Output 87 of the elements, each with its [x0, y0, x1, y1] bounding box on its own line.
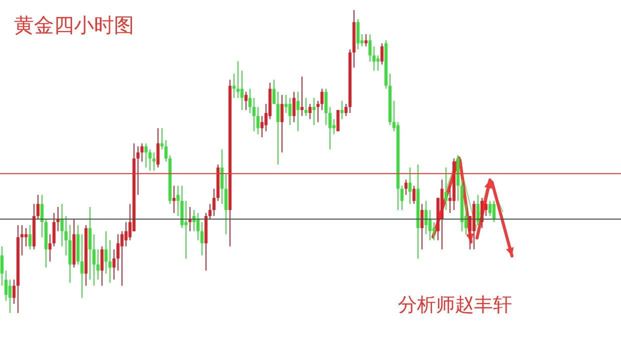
candlestick	[284, 94, 288, 114]
candlestick	[260, 116, 264, 138]
candlestick	[308, 103, 312, 120]
candlestick	[420, 203, 424, 250]
candlestick	[424, 200, 428, 235]
candlestick	[36, 194, 40, 220]
candlestick	[320, 88, 324, 110]
candlestick	[412, 185, 416, 204]
candlestick	[276, 91, 280, 166]
candlestick	[144, 142, 148, 168]
candlestick	[240, 70, 244, 110]
candlestick	[408, 167, 412, 204]
candlestick	[0, 246, 4, 286]
candlestick	[80, 234, 84, 298]
candlestick	[48, 234, 52, 262]
candlestick	[272, 79, 276, 104]
candlestick	[12, 279, 16, 304]
candlestick	[492, 200, 496, 223]
candlestick	[184, 200, 188, 259]
candlestick	[64, 216, 68, 256]
candlestick	[340, 100, 344, 120]
candlestick	[172, 185, 176, 214]
candlestick	[292, 91, 296, 123]
candlestick	[108, 240, 112, 284]
candlestick	[224, 173, 228, 235]
candlestick	[220, 148, 224, 204]
candlestick	[288, 97, 292, 126]
candlestick	[92, 234, 96, 286]
candlestick	[116, 234, 120, 272]
candlestick	[432, 222, 436, 241]
candlestick	[344, 103, 348, 117]
candlestick	[24, 228, 28, 247]
candlestick	[148, 148, 152, 172]
candlestick	[296, 91, 300, 132]
candlestick	[96, 248, 100, 280]
candlestick	[480, 197, 484, 229]
candlestick	[364, 34, 368, 47]
candlestick	[160, 128, 164, 150]
candlestick	[312, 97, 316, 126]
candlestick	[488, 200, 492, 217]
candlestick	[20, 224, 24, 256]
candlestick	[316, 100, 320, 123]
candlestick	[428, 209, 432, 241]
candlestick	[476, 194, 480, 226]
candlestick	[356, 18, 360, 50]
candlestick	[196, 212, 200, 241]
candlestick	[328, 106, 332, 150]
candlestick	[152, 152, 156, 172]
candlestick	[444, 167, 448, 210]
candlestick	[8, 279, 12, 314]
candlestick	[404, 179, 408, 196]
candlestick	[380, 42, 384, 66]
candlestick	[104, 230, 108, 274]
candlestick	[200, 222, 204, 256]
candlestick	[164, 140, 168, 162]
candlestick	[112, 248, 116, 280]
annotation: 分析师赵丰轩	[398, 293, 512, 318]
candlestick	[176, 185, 180, 217]
chart-title: 黄金四小时图	[14, 12, 134, 39]
candlestick	[156, 128, 160, 168]
candlestick	[28, 224, 32, 250]
candlestick	[208, 203, 212, 220]
candlestick	[212, 188, 216, 217]
candlestick	[136, 146, 140, 196]
candlestick	[120, 230, 124, 286]
candlestick	[88, 206, 92, 280]
candlestick	[368, 34, 372, 62]
candlestick	[140, 142, 144, 162]
candlestick	[244, 91, 248, 110]
candlestick	[4, 270, 8, 302]
candlestick	[376, 54, 380, 72]
candlestick	[252, 97, 256, 132]
candlestick	[400, 185, 404, 210]
candlestick	[60, 203, 64, 247]
candlestick	[52, 212, 56, 247]
candlestick	[236, 61, 240, 98]
candlestick	[124, 222, 128, 247]
candlestick	[40, 194, 44, 238]
candlestick	[324, 88, 328, 126]
candlestick	[232, 73, 236, 98]
candlestick	[304, 97, 308, 117]
candlestick	[256, 106, 260, 135]
candlestick	[372, 46, 376, 72]
candlestick	[100, 246, 104, 286]
candlestick	[300, 76, 304, 117]
candlestick	[280, 94, 284, 153]
candlestick	[248, 88, 252, 114]
